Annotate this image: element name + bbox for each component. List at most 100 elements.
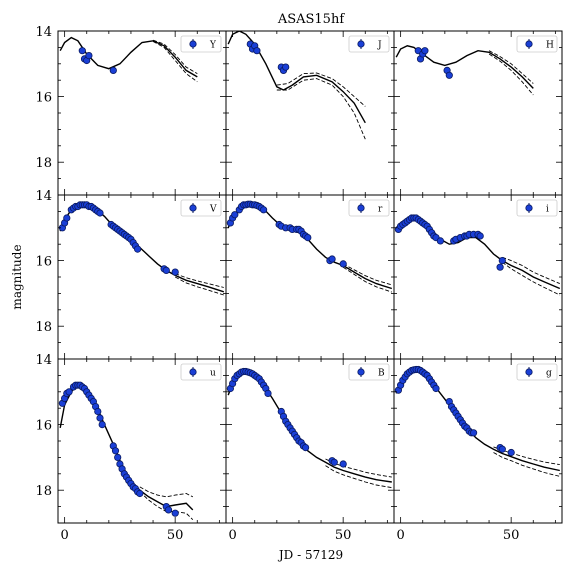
y-tick-label: 14 xyxy=(35,353,52,368)
data-point xyxy=(134,245,142,253)
model-curve xyxy=(227,204,393,290)
x-tick-label: 50 xyxy=(335,528,352,543)
data-point xyxy=(476,232,484,240)
data-point xyxy=(78,47,86,55)
legend-marker xyxy=(525,368,533,376)
panel-plot-area xyxy=(395,45,534,96)
legend-box xyxy=(180,199,222,217)
legend-box xyxy=(516,363,558,381)
data-point xyxy=(339,260,347,268)
model-band-lower xyxy=(139,486,194,498)
data-point xyxy=(63,214,71,222)
legend-box xyxy=(516,199,558,217)
model-band-lower xyxy=(175,273,224,288)
legend-label: u xyxy=(210,369,216,379)
legend-box xyxy=(348,35,390,53)
x-tick-label: 0 xyxy=(228,528,236,543)
data-point xyxy=(432,384,440,393)
panel-J: J xyxy=(225,30,395,196)
data-point xyxy=(65,388,73,396)
data-point xyxy=(85,51,93,60)
legend-marker xyxy=(357,368,365,376)
data-point xyxy=(259,206,268,214)
model-band-upper xyxy=(488,53,534,96)
y-axis-label: magnitude xyxy=(10,244,24,309)
data-point xyxy=(162,266,170,274)
panel-plot-area xyxy=(394,214,561,296)
model-curve xyxy=(59,204,225,293)
model-curve xyxy=(227,31,366,124)
panel-plot-area xyxy=(394,365,560,477)
y-tick-label: 18 xyxy=(35,484,52,499)
panel-r: r xyxy=(225,194,395,360)
legend-box xyxy=(180,363,222,381)
panel-g: 0 50 g xyxy=(393,358,563,543)
data-point xyxy=(96,414,104,422)
model-curve xyxy=(59,384,194,511)
panel-B: 0 50 B xyxy=(225,358,395,543)
panel-frame xyxy=(225,194,395,360)
data-point xyxy=(111,447,120,455)
y-tick-label: 14 xyxy=(35,25,52,40)
legend-label: J xyxy=(377,41,382,51)
legend-label: g xyxy=(546,369,552,379)
data-point xyxy=(498,256,506,265)
model-curve xyxy=(395,215,561,290)
data-point xyxy=(136,489,144,498)
data-point xyxy=(231,211,239,219)
model-curve xyxy=(395,45,534,89)
legend-label: r xyxy=(378,205,383,215)
data-point xyxy=(109,66,117,75)
model-band-lower xyxy=(152,39,198,74)
model-curve xyxy=(59,36,198,78)
legend-box xyxy=(516,35,558,53)
legend-box xyxy=(348,363,390,381)
y-tick-label: 16 xyxy=(35,91,52,106)
data-point xyxy=(114,453,122,461)
y-tick-label: 16 xyxy=(35,419,52,434)
panel-grid: 14 16 18 Y J H 14 16 18 V r i 14 16 18 0 50 u 0 50 B 0 50 g xyxy=(35,25,563,543)
data-point xyxy=(496,263,504,271)
panel-frame xyxy=(57,194,227,360)
data-point xyxy=(328,255,336,263)
figure-title: ASAS15hf xyxy=(277,12,346,27)
model-curve xyxy=(395,369,560,472)
x-tick-label: 0 xyxy=(396,528,404,543)
legend-label: H xyxy=(546,41,554,51)
panel-frame xyxy=(225,30,395,196)
panel-plot-area xyxy=(226,200,393,293)
x-axis-label: JD - 57129 xyxy=(277,548,343,562)
legend-marker xyxy=(189,40,197,48)
panel-plot-area xyxy=(226,367,392,489)
model-band-upper xyxy=(276,78,366,140)
model-band-upper xyxy=(493,452,560,477)
data-point xyxy=(98,420,106,429)
legend-label: V xyxy=(209,205,217,215)
model-band-upper xyxy=(152,41,198,83)
data-point xyxy=(421,47,429,55)
model-band-upper xyxy=(325,465,392,489)
data-point xyxy=(264,389,272,397)
model-band-upper xyxy=(502,261,560,296)
data-point xyxy=(96,209,104,217)
model-band-lower xyxy=(342,263,392,286)
data-point xyxy=(469,429,478,437)
model-band-upper xyxy=(174,276,224,296)
model-band-lower xyxy=(276,72,366,107)
legend-marker xyxy=(357,40,365,48)
data-point xyxy=(253,47,261,55)
panel-plot-area xyxy=(58,381,194,521)
panel-frame xyxy=(393,358,563,524)
x-tick-label: 50 xyxy=(167,528,184,543)
panel-i: i xyxy=(393,194,563,360)
legend-label: i xyxy=(546,205,549,215)
panel-u: 14 16 18 0 50 u xyxy=(35,353,227,543)
data-point xyxy=(339,460,347,468)
panel-Y: 14 16 18 Y xyxy=(35,25,227,196)
data-point xyxy=(94,407,102,416)
legend-box xyxy=(348,199,390,217)
data-point xyxy=(164,506,173,514)
legend-marker xyxy=(525,204,533,212)
model-curve xyxy=(227,370,392,483)
